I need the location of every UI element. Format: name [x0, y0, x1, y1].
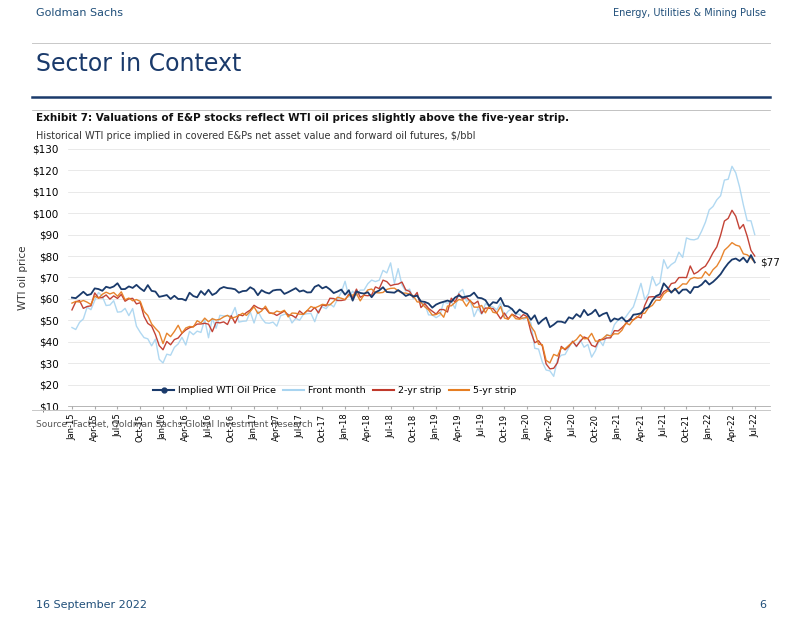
- Text: 16 September 2022: 16 September 2022: [36, 600, 147, 609]
- Text: $77: $77: [760, 257, 780, 267]
- Text: Source: FactSet, Goldman Sachs Global Investment Research: Source: FactSet, Goldman Sachs Global In…: [36, 420, 313, 428]
- Text: Goldman Sachs: Goldman Sachs: [36, 8, 123, 18]
- Legend: Implied WTI Oil Price, Front month, 2-yr strip, 5-yr strip: Implied WTI Oil Price, Front month, 2-yr…: [149, 383, 520, 399]
- Text: 6: 6: [759, 600, 766, 609]
- Text: Exhibit 7: Valuations of E&P stocks reflect WTI oil prices slightly above the fi: Exhibit 7: Valuations of E&P stocks refl…: [36, 113, 569, 123]
- Y-axis label: WTI oil price: WTI oil price: [18, 245, 28, 310]
- Text: Energy, Utilities & Mining Pulse: Energy, Utilities & Mining Pulse: [613, 8, 766, 18]
- Text: Sector in Context: Sector in Context: [36, 52, 241, 76]
- Text: Historical WTI price implied in covered E&Ps net asset value and forward oil fut: Historical WTI price implied in covered …: [36, 131, 476, 141]
